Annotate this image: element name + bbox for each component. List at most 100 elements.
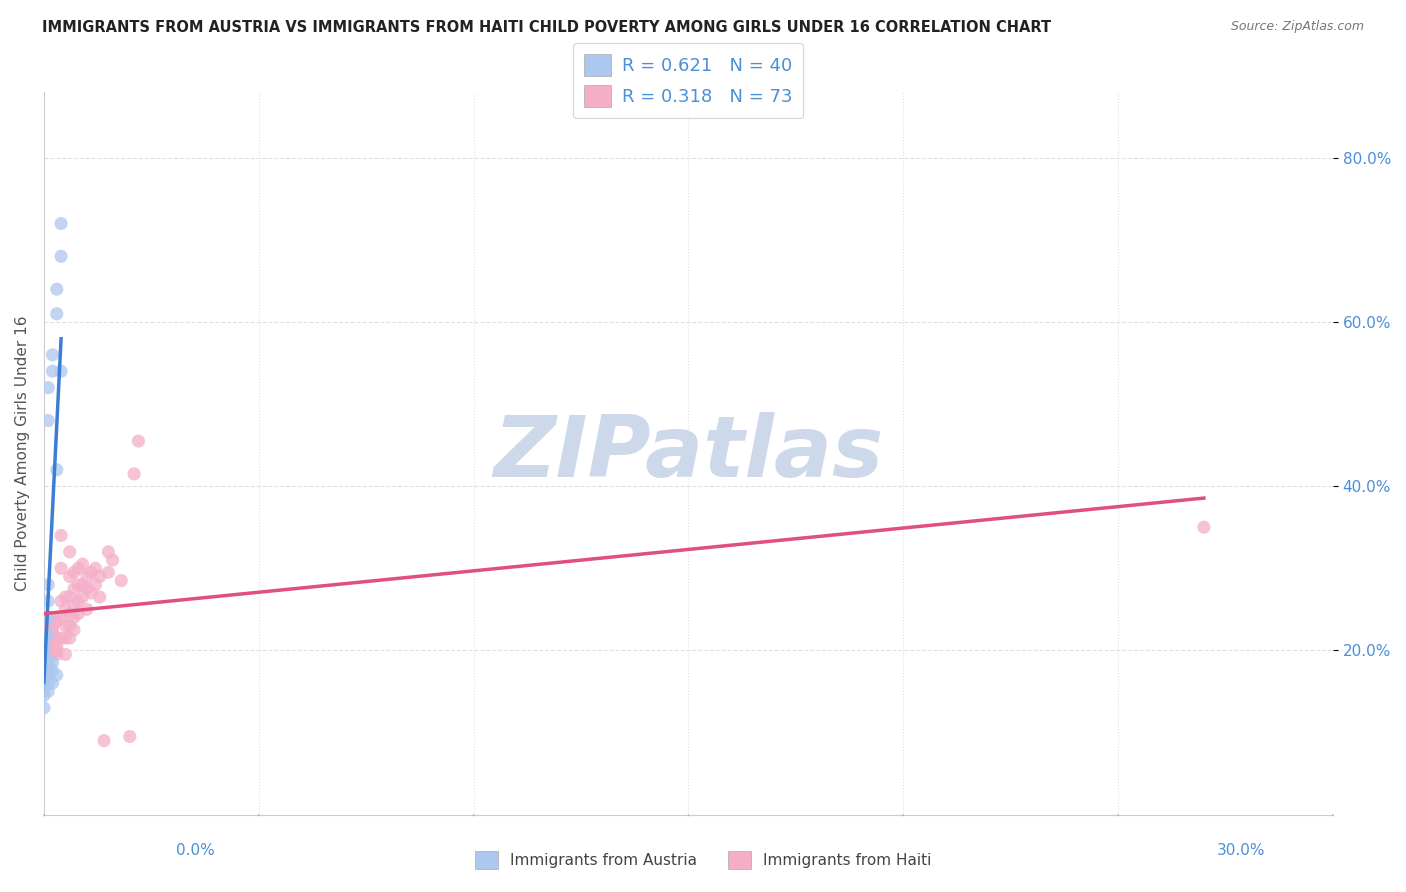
Point [37, 577, 59, 591]
Point [97, 545, 120, 559]
Point [37, 676, 59, 690]
Point [72, 590, 94, 604]
Point [41, 623, 63, 637]
Point [32, 656, 55, 670]
Point [76, 569, 98, 583]
Point [32, 648, 55, 662]
Legend: Immigrants from Austria, Immigrants from Haiti: Immigrants from Austria, Immigrants from… [468, 845, 938, 875]
Point [76, 582, 98, 596]
Point [32, 684, 55, 698]
Point [32, 676, 55, 690]
Point [32, 631, 55, 645]
Text: ZIPatlas: ZIPatlas [494, 412, 883, 495]
Point [59, 607, 82, 621]
Point [49, 631, 72, 645]
Point [32, 701, 55, 715]
Point [49, 528, 72, 542]
Point [41, 664, 63, 678]
Point [32, 672, 55, 686]
Point [97, 566, 120, 580]
Point [37, 684, 59, 698]
Point [32, 648, 55, 662]
Point [1192, 520, 1215, 534]
Point [84, 577, 107, 591]
Point [32, 660, 55, 674]
Point [49, 249, 72, 263]
Point [41, 627, 63, 641]
Point [45, 668, 67, 682]
Point [37, 594, 59, 608]
Point [37, 668, 59, 682]
Point [63, 566, 86, 580]
Point [32, 631, 55, 645]
Point [45, 643, 67, 657]
Point [67, 561, 90, 575]
Point [63, 599, 86, 613]
Point [41, 631, 63, 645]
Point [53, 648, 76, 662]
Point [80, 566, 103, 580]
Point [84, 561, 107, 575]
Point [37, 640, 59, 654]
Point [32, 635, 55, 649]
Point [45, 631, 67, 645]
Point [41, 348, 63, 362]
Point [37, 413, 59, 427]
Point [37, 627, 59, 641]
Point [37, 627, 59, 641]
Point [110, 574, 132, 588]
Point [80, 586, 103, 600]
Y-axis label: Child Poverty Among Girls Under 16: Child Poverty Among Girls Under 16 [15, 316, 30, 591]
Point [49, 594, 72, 608]
Point [32, 623, 55, 637]
Point [59, 569, 82, 583]
Point [63, 610, 86, 624]
Point [45, 307, 67, 321]
Point [32, 689, 55, 703]
Point [45, 463, 67, 477]
Point [41, 643, 63, 657]
Point [32, 640, 55, 654]
Point [67, 594, 90, 608]
Text: 0.0%: 0.0% [176, 843, 215, 858]
Point [37, 656, 59, 670]
Point [45, 640, 67, 654]
Point [63, 623, 86, 637]
Point [45, 282, 67, 296]
Point [118, 730, 141, 744]
Point [63, 582, 86, 596]
Point [89, 569, 111, 583]
Point [37, 610, 59, 624]
Point [37, 619, 59, 633]
Point [32, 668, 55, 682]
Legend: R = 0.621   N = 40, R = 0.318   N = 73: R = 0.621 N = 40, R = 0.318 N = 73 [574, 44, 803, 118]
Point [127, 434, 149, 448]
Point [93, 733, 115, 747]
Point [59, 631, 82, 645]
Point [49, 610, 72, 624]
Point [32, 681, 55, 695]
Point [59, 545, 82, 559]
Point [45, 615, 67, 629]
Point [32, 664, 55, 678]
Point [89, 590, 111, 604]
Point [37, 656, 59, 670]
Point [41, 656, 63, 670]
Point [32, 640, 55, 654]
Point [53, 602, 76, 616]
Point [37, 648, 59, 662]
Point [53, 619, 76, 633]
Point [45, 648, 67, 662]
Point [41, 635, 63, 649]
Point [37, 615, 59, 629]
Point [32, 627, 55, 641]
Point [37, 660, 59, 674]
Point [59, 590, 82, 604]
Point [49, 217, 72, 231]
Point [45, 610, 67, 624]
Point [53, 631, 76, 645]
Text: 30.0%: 30.0% [1218, 843, 1265, 858]
Point [49, 561, 72, 575]
Point [67, 607, 90, 621]
Text: IMMIGRANTS FROM AUSTRIA VS IMMIGRANTS FROM HAITI CHILD POVERTY AMONG GIRLS UNDER: IMMIGRANTS FROM AUSTRIA VS IMMIGRANTS FR… [42, 20, 1052, 35]
